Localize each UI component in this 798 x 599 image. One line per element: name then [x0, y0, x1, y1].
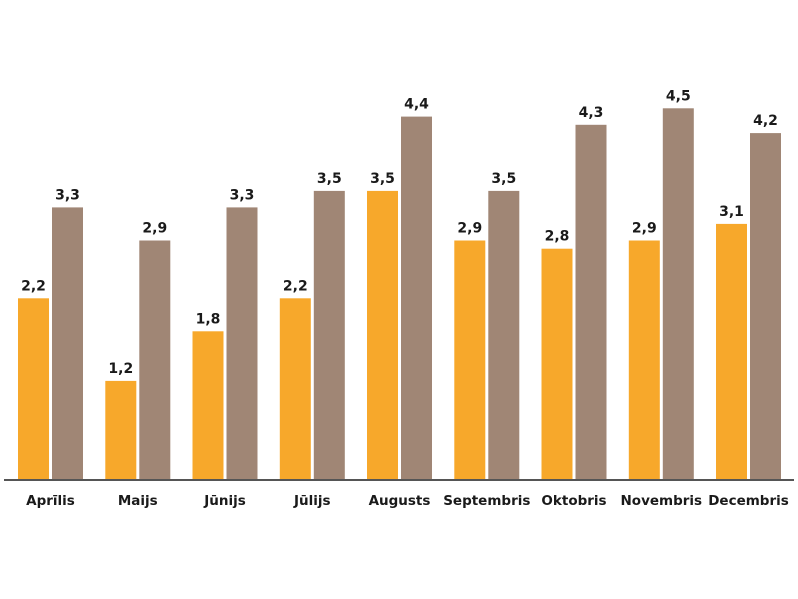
data-label-s2-2: 3,3	[230, 187, 255, 203]
x-tick-label-1: Maijs	[118, 493, 158, 509]
x-tick-label-7: Novembris	[621, 493, 703, 509]
bar-s1-4	[367, 190, 398, 480]
data-label-s1-2: 1,8	[196, 311, 221, 327]
x-tick-label-0: Aprīlis	[26, 493, 75, 509]
bar-s2-8	[750, 133, 781, 480]
data-label-s2-7: 4,5	[666, 88, 691, 104]
bar-s1-8	[716, 223, 747, 480]
data-label-s1-0: 2,2	[21, 278, 46, 294]
data-label-s1-6: 2,8	[545, 229, 570, 245]
x-tick-label-5: Septembris	[443, 493, 530, 509]
bar-s2-5	[488, 190, 520, 480]
x-tick-label-4: Augusts	[369, 493, 431, 509]
bar-s2-3	[313, 190, 345, 480]
value-labels-group: 2,2 3,3 1,2 2,9 1,8 3,3 2,2 3,5 3,5 4,4 2,9 3,5 2,8 4…	[21, 88, 778, 377]
bar-s1-3	[279, 298, 311, 480]
data-label-s1-1: 1,2	[108, 361, 133, 377]
bar-s1-7	[628, 240, 660, 480]
data-label-s1-3: 2,2	[283, 278, 308, 294]
data-label-s2-4: 4,4	[404, 97, 429, 113]
data-label-s1-5: 2,9	[457, 221, 482, 237]
data-label-s2-1: 2,9	[142, 221, 167, 237]
data-label-s2-0: 3,3	[55, 187, 80, 203]
data-label-s2-8: 4,2	[753, 113, 778, 129]
bars-group	[18, 108, 781, 481]
x-tick-label-3: Jūlijs	[293, 493, 331, 509]
data-label-s1-4: 3,5	[370, 171, 395, 187]
bar-s1-5	[454, 240, 486, 480]
data-label-s1-8: 3,1	[719, 204, 744, 220]
bar-s1-6	[541, 248, 573, 480]
data-label-s2-3: 3,5	[317, 171, 342, 187]
x-tick-label-8: Decembris	[708, 493, 789, 509]
bar-s2-2	[226, 207, 258, 480]
bar-s2-4	[401, 116, 432, 480]
bar-s2-1	[139, 240, 171, 480]
x-tick-label-6: Oktobris	[541, 493, 606, 509]
data-label-s1-7: 2,9	[632, 221, 657, 237]
data-label-s2-6: 4,3	[579, 105, 604, 121]
bar-s2-7	[662, 108, 694, 481]
bar-s1-2	[192, 331, 224, 480]
bar-s1-1	[105, 380, 137, 480]
bar-s2-0	[52, 207, 83, 480]
bar-s2-6	[575, 124, 607, 481]
x-tick-label-2: Jūnijs	[203, 493, 246, 509]
x-tick-labels-group: Aprīlis Maijs Jūnijs Jūlijs Augusts Septembri…	[26, 493, 789, 509]
bar-s1-0	[18, 298, 49, 480]
data-label-s2-5: 3,5	[491, 171, 516, 187]
